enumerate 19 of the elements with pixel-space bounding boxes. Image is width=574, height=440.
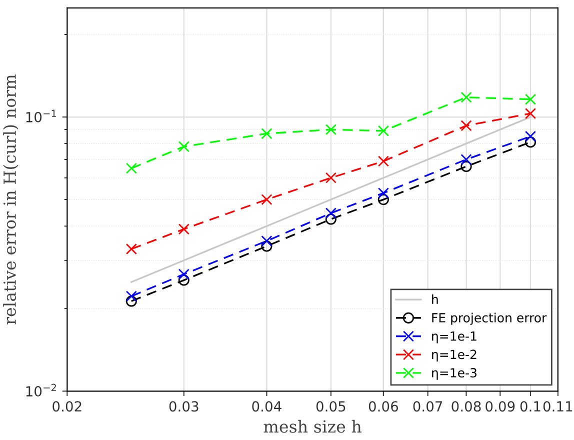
x-tick-label: 0.11 [543,401,572,412]
legend-label: FE projection error [432,312,547,325]
x-tick-label: 0.09 [486,401,515,412]
y-tick-label: 10$^{−2}$ [26,384,56,397]
x-tick-label: 0.04 [252,401,282,412]
x-tick-label: 0.05 [316,401,346,412]
x-tick-label: 0.1 [520,401,540,412]
x-tick-label: 0.07 [413,401,442,412]
x-tick-label: 0.06 [368,401,398,412]
x-tick-label: 0.03 [169,401,198,412]
x-tick-label: 0.02 [52,401,82,412]
x-tick-label: 0.08 [452,401,481,412]
x-axis-title: mesh size h [264,420,362,433]
legend-label: h [432,294,438,304]
legend-label: η=1e-3 [432,368,476,380]
legend-label: η=1e-1 [432,332,476,344]
legend-label: η=1e-2 [432,350,476,362]
y-axis-title: relative error in H(curl) norm [3,74,18,324]
y-tick-label: 10$^{−1}$ [26,110,56,122]
